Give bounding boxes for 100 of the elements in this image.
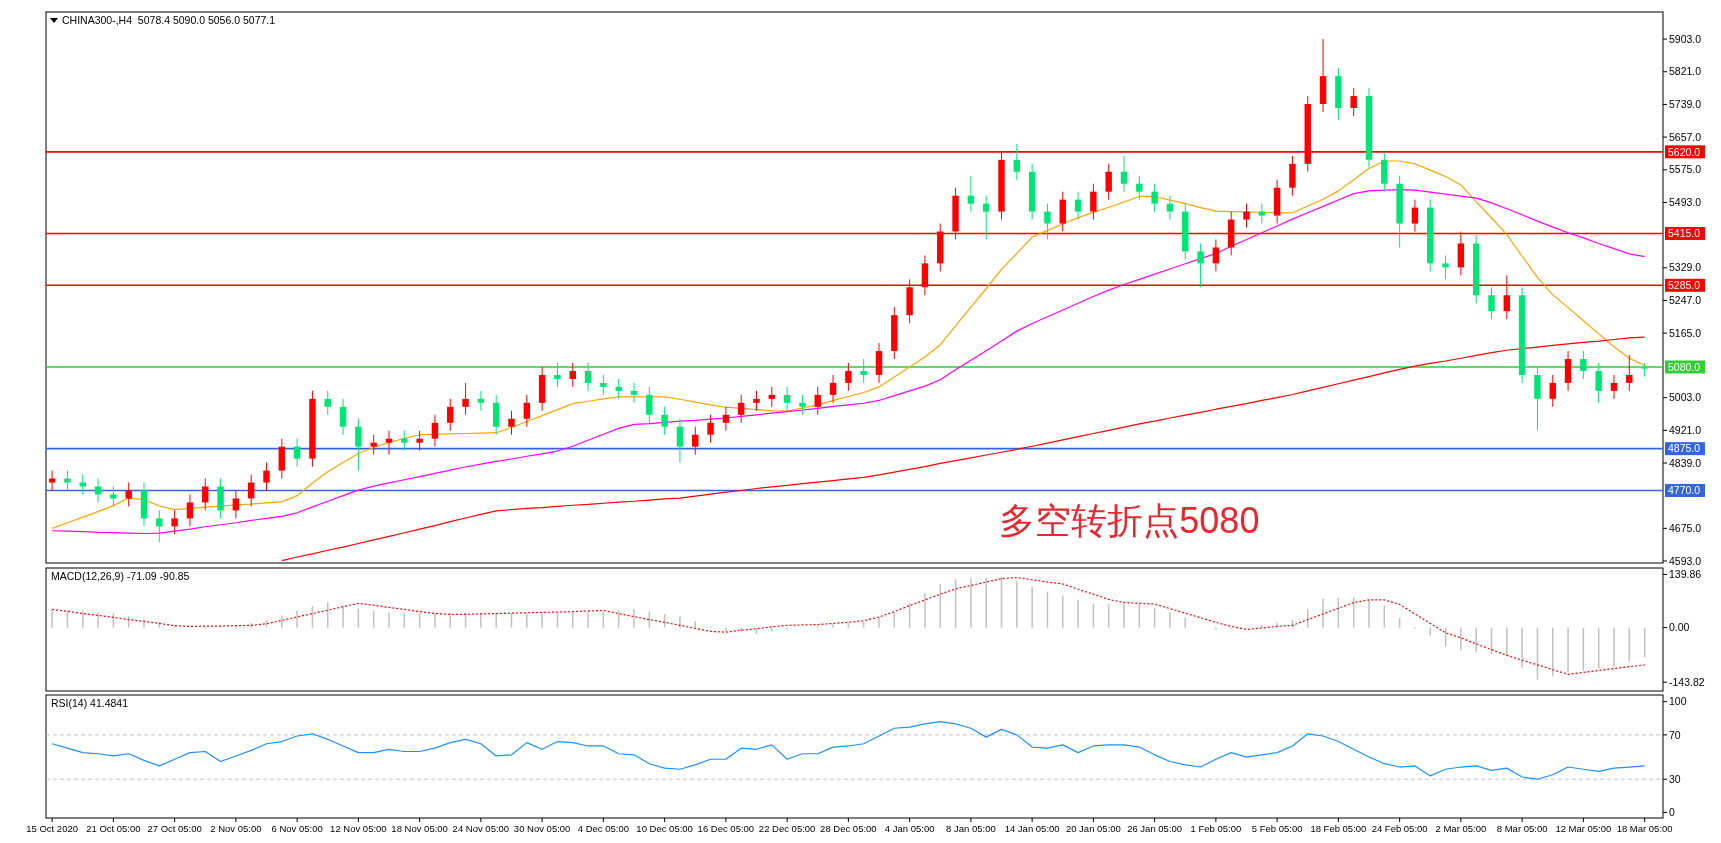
y-tick-label: 5903.0 (1669, 32, 1702, 45)
candlestick (707, 414, 714, 444)
x-tick-label: 30 Nov 05:00 (513, 823, 571, 834)
candlestick (783, 386, 791, 412)
candlestick (1350, 87, 1357, 117)
ref-line-label: 4875.0 (1668, 442, 1701, 455)
x-tick-label: 8 Mar 05:00 (1496, 823, 1548, 834)
ref-line-label: 4770.0 (1668, 484, 1701, 497)
candlestick (355, 418, 362, 472)
candlestick (845, 362, 852, 392)
x-tick-label: 21 Oct 05:00 (86, 823, 141, 834)
candlestick (1289, 155, 1296, 197)
candlestick (324, 390, 331, 416)
ref-line-label: 5415.0 (1668, 227, 1701, 240)
candlestick (600, 374, 607, 396)
x-tick-label: 12 Nov 05:00 (330, 823, 387, 834)
candlestick (814, 386, 821, 416)
y-tick-label: -143.82 (1669, 675, 1705, 688)
candlestick (293, 438, 301, 468)
candlestick (125, 482, 132, 507)
candlestick (64, 470, 71, 491)
candlestick (1641, 362, 1648, 378)
candlestick (1626, 354, 1633, 392)
candlestick (1074, 191, 1082, 221)
chart-title: RSI(14) 41.4841 (51, 697, 129, 709)
candlestick (1534, 366, 1541, 431)
x-tick-label: 5 Feb 05:00 (1251, 823, 1303, 834)
y-tick-label: 5821.0 (1669, 65, 1702, 78)
candlestick (1488, 286, 1495, 320)
y-tick-label: 5493.0 (1669, 196, 1702, 209)
candlestick (1044, 203, 1051, 240)
y-tick-label: 5329.0 (1669, 261, 1702, 274)
candlestick (554, 362, 561, 388)
candlestick (630, 382, 638, 404)
x-tick-label: 12 Mar 05:00 (1555, 823, 1612, 834)
x-tick-label: 26 Jan 05:00 (1127, 823, 1183, 834)
x-tick-label: 20 Jan 05:00 (1065, 823, 1121, 834)
candlestick (692, 426, 699, 456)
candlestick (1013, 143, 1021, 181)
x-tick-label: 1 Feb 05:00 (1190, 823, 1242, 834)
y-tick-label: 4839.0 (1669, 456, 1702, 469)
y-tick-label: 4921.0 (1669, 424, 1702, 436)
y-tick-label: 5003.0 (1669, 391, 1702, 404)
candlestick (1197, 242, 1204, 288)
candlestick (48, 470, 56, 491)
y-tick-label: 70 (1669, 728, 1681, 741)
chart-title: CHINA300-,H4 5078.4 5090.0 5056.0 5077.1 (62, 14, 276, 26)
x-tick-label: 14 Jan 05:00 (1004, 823, 1060, 834)
candlestick (829, 374, 837, 404)
candlestick (799, 394, 806, 416)
candlestick (753, 390, 760, 412)
candlestick (768, 386, 776, 408)
y-tick-label: 5165.0 (1669, 326, 1702, 339)
candlestick (186, 493, 194, 527)
candlestick (737, 394, 745, 424)
candlestick (676, 418, 684, 464)
x-tick-label: 28 Dec 05:00 (820, 823, 877, 834)
chart-title: MACD(12,26,9) -71.09 -90.85 (51, 570, 190, 582)
candlestick (416, 430, 423, 452)
candlestick (967, 175, 975, 213)
candlestick (1549, 374, 1556, 408)
candlestick (477, 390, 485, 412)
x-tick-label: 4 Dec 05:00 (577, 823, 629, 834)
y-tick-label: 5739.0 (1669, 98, 1702, 111)
candlestick (401, 430, 408, 452)
candlestick (1442, 254, 1449, 280)
line-series (281, 336, 1646, 562)
x-tick-label: 2 Mar 05:00 (1435, 823, 1487, 834)
x-tick-label: 27 Oct 05:00 (147, 823, 202, 834)
x-tick-label: 15 Oct 2020 (26, 823, 79, 834)
candlestick (1610, 374, 1618, 400)
x-tick-label: 24 Nov 05:00 (452, 823, 510, 834)
y-tick-label: 139.86 (1669, 568, 1702, 581)
candlestick (156, 509, 163, 543)
candlestick (661, 406, 668, 436)
candlestick (232, 489, 240, 519)
x-tick-label: 16 Dec 05:00 (697, 823, 755, 834)
candlestick (385, 430, 393, 456)
y-tick-label: 4593.0 (1669, 554, 1702, 567)
candlestick (171, 509, 178, 535)
candlestick (1090, 183, 1097, 221)
candlestick (1166, 195, 1174, 221)
candlestick (1136, 175, 1143, 201)
candlestick (584, 362, 592, 392)
candlestick (875, 342, 883, 384)
x-tick-label: 18 Mar 05:00 (1616, 823, 1673, 834)
candlestick (1151, 183, 1158, 213)
candlestick (1243, 203, 1250, 229)
candlestick (569, 362, 576, 388)
candlestick (982, 195, 990, 240)
candlestick (646, 386, 653, 424)
candlestick (1564, 350, 1572, 392)
candlestick (339, 398, 347, 436)
ref-line-label: 5285.0 (1668, 278, 1701, 291)
candlestick (1212, 238, 1220, 272)
x-tick-label: 2 Nov 05:00 (210, 823, 262, 834)
y-tick-label: 0.00 (1669, 621, 1690, 634)
y-tick-label: 0 (1669, 806, 1675, 819)
x-tick-label: 18 Nov 05:00 (391, 823, 448, 834)
annotation: 多空转折点5080 (999, 500, 1260, 541)
